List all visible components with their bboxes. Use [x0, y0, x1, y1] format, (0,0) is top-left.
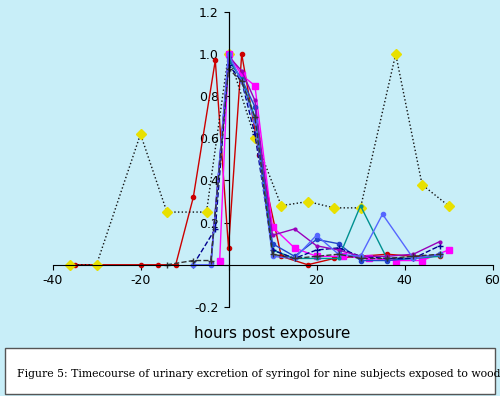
X-axis label: hours post exposure: hours post exposure [194, 326, 350, 341]
FancyBboxPatch shape [5, 348, 495, 394]
Text: Figure 5: Timecourse of urinary excretion of syringol for nine subjects exposed : Figure 5: Timecourse of urinary excretio… [17, 369, 500, 379]
